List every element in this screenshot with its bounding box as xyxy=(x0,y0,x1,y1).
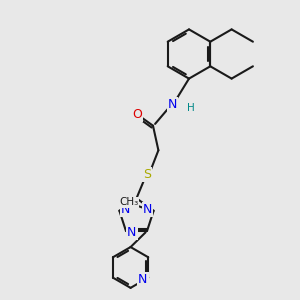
Text: O: O xyxy=(133,108,142,121)
Text: N: N xyxy=(168,98,177,111)
Text: H: H xyxy=(187,103,195,113)
Text: N: N xyxy=(121,203,130,216)
Text: N: N xyxy=(127,226,136,239)
Text: S: S xyxy=(143,168,151,182)
Text: CH₃: CH₃ xyxy=(119,197,139,207)
Text: N: N xyxy=(138,273,148,286)
Text: N: N xyxy=(143,203,152,216)
